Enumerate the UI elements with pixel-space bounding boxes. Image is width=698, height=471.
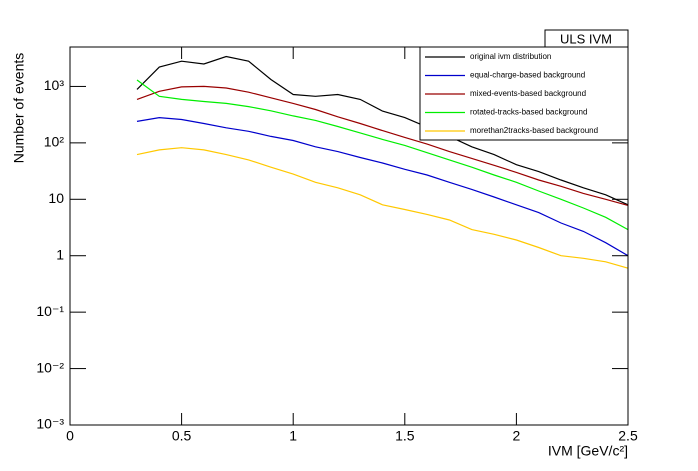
- y-tick-label: 1: [56, 246, 64, 262]
- y-tick-label: 10³: [44, 77, 65, 93]
- legend-label: morethan2tracks-based background: [470, 126, 598, 135]
- plot-frame: [69, 46, 629, 426]
- x-tick-label: 1: [289, 428, 297, 444]
- stats-title: ULS IVM: [560, 31, 612, 46]
- y-tick-label: 10²: [44, 134, 65, 150]
- y-tick-label: 10⁻²: [36, 359, 64, 375]
- legend: original ivm distribution equal-charge-ba…: [419, 46, 629, 141]
- y-tick-label: 10⁻¹: [36, 303, 64, 319]
- legend-label: equal-charge-based background: [470, 71, 585, 80]
- series-line: [136, 116, 629, 257]
- series-line: [136, 85, 629, 206]
- x-tick-label: 0.5: [172, 428, 192, 444]
- x-tick-label: 0: [66, 428, 74, 444]
- legend-label: mixed-events-based background: [470, 89, 586, 98]
- x-tick-label: 1.5: [395, 428, 415, 444]
- series-line: [136, 79, 629, 231]
- x-tick-label: 2: [513, 428, 521, 444]
- legend-label: original ivm distribution: [470, 52, 551, 61]
- y-tick-label: 10⁻³: [36, 416, 64, 432]
- series-line: [136, 147, 629, 269]
- y-axis-label: Number of events: [11, 53, 27, 164]
- x-axis-label: IVM [GeV/c²]: [548, 443, 628, 459]
- y-tick-label: 10: [48, 190, 64, 206]
- legend-label: rotated-tracks-based background: [470, 108, 587, 117]
- x-tick-label: 2.5: [618, 428, 638, 444]
- series-line: [136, 55, 629, 206]
